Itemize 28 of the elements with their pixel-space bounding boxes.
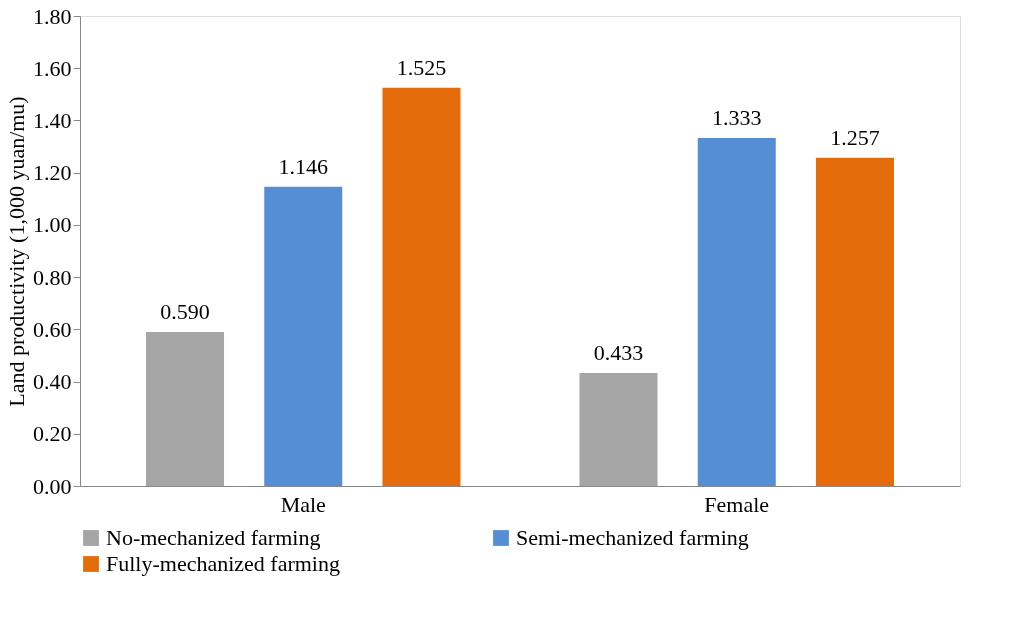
bar — [815, 157, 894, 486]
y-tick-label: 1.60 — [33, 55, 72, 81]
bar — [264, 186, 343, 486]
data-label: 0.433 — [593, 339, 644, 365]
y-tick-label: 0.60 — [33, 316, 72, 342]
data-label: 1.257 — [830, 124, 880, 150]
y-tick-label: 0.40 — [33, 369, 72, 395]
data-label: 1.146 — [278, 153, 328, 179]
bar — [382, 87, 461, 486]
y-tick-label: 1.80 — [33, 3, 72, 29]
data-label: 1.333 — [712, 104, 762, 130]
y-tick-label: 0.80 — [33, 264, 72, 290]
y-tick-label: 1.00 — [33, 212, 72, 238]
x-tick-label: Male — [280, 491, 326, 517]
legend-label: No-mechanized farming — [106, 525, 321, 550]
y-axis-title: Land productivity (1,000 yuan/mu) — [4, 96, 29, 407]
y-tick-label: 1.40 — [33, 107, 72, 133]
bar — [146, 331, 225, 486]
bar — [579, 372, 658, 486]
legend-label: Semi-mechanized farming — [516, 525, 749, 550]
legend-label: Fully-mechanized farming — [106, 551, 340, 576]
data-label: 0.590 — [160, 298, 210, 324]
bar — [697, 137, 776, 486]
x-tick-label: Female — [704, 491, 770, 517]
y-tick-label: 0.00 — [33, 473, 72, 499]
y-tick-label: 1.20 — [33, 160, 72, 186]
y-tick-label: 0.20 — [33, 421, 72, 447]
data-label: 1.525 — [396, 54, 447, 80]
